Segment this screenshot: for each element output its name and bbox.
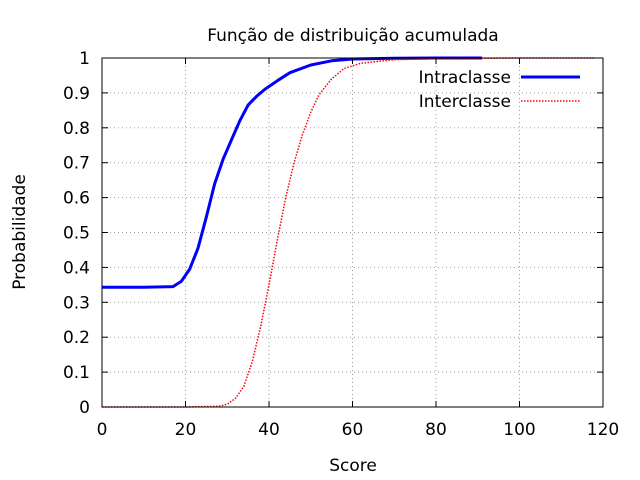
legend-label: Interclasse [419,92,511,112]
y-tick-label: 0.9 [63,84,90,104]
series-line-interclasse [102,57,595,408]
y-tick-label: 0.1 [63,363,90,383]
x-tick-label: 60 [342,420,364,440]
y-tick-label: 0.3 [63,293,90,313]
y-tick-label: 0.8 [63,119,90,139]
y-axis-title: Probabilidade [10,174,30,290]
x-tick-label: 100 [503,420,535,440]
y-tick-label: 0.2 [63,328,90,348]
x-tick-label: 0 [97,420,108,440]
legend: Intraclasse Interclasse [418,68,580,112]
series-layer [102,56,595,408]
series-line-intraclasse [102,56,482,289]
y-tick-label: 1 [79,49,90,69]
grid [102,58,603,407]
chart-title: Função de distribuição acumulada [207,26,498,46]
x-tick-label: 120 [587,420,619,440]
x-axis-title: Score [329,456,377,476]
y-tick-label: 0.6 [63,189,90,209]
y-tick-label: 0 [79,398,90,418]
x-tick-label: 40 [258,420,280,440]
y-tick-label: 0.5 [63,224,90,244]
x-tick-label: 20 [175,420,197,440]
x-tick-label: 80 [425,420,447,440]
legend-label: Intraclasse [418,68,511,88]
ticks: 0 20 40 60 80 100 120 0 0.1 0.2 0.3 0.4 0.5 0.6 0.7 0.8… [63,49,619,440]
y-tick-label: 0.7 [63,154,90,174]
y-tick-label: 0.4 [63,258,90,278]
